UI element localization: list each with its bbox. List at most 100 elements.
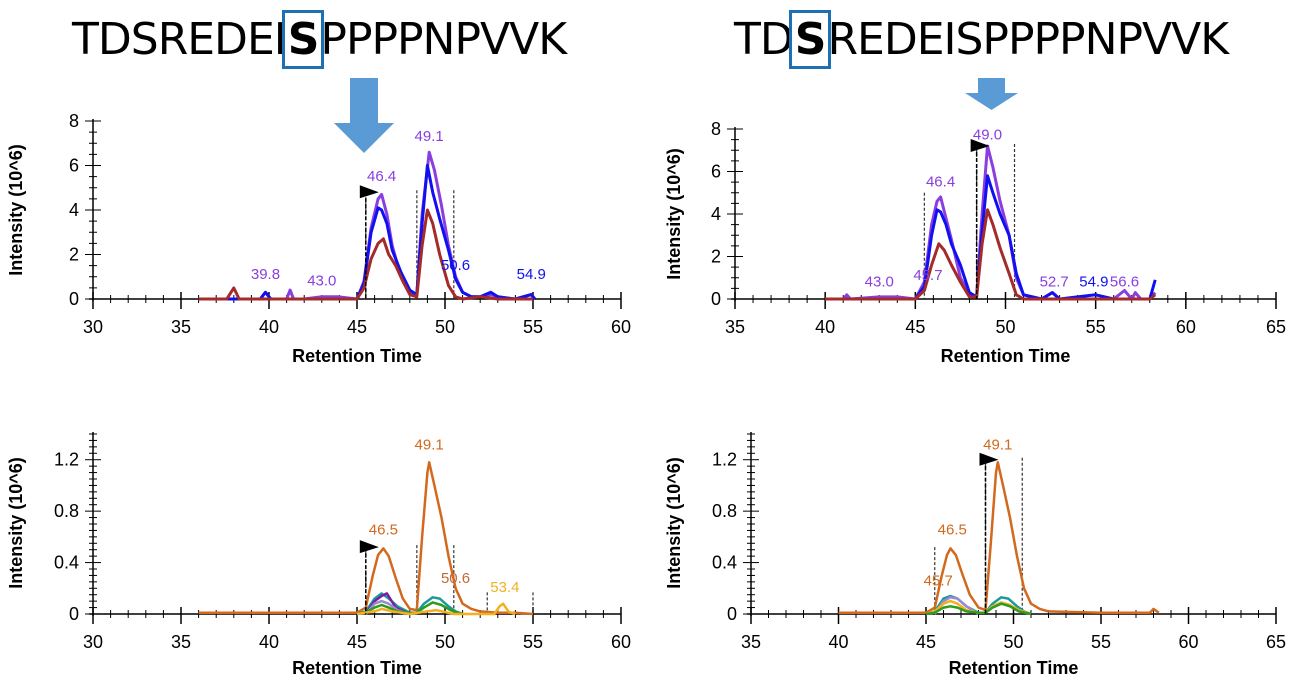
peak-label: 46.4 <box>926 173 955 190</box>
x-tick-label: 50 <box>995 317 1015 337</box>
y-tick-label: 1.2 <box>712 450 737 470</box>
x-tick-label: 65 <box>1266 632 1286 652</box>
y-axis-title: Intensity (10^6) <box>6 457 26 589</box>
x-tick-label: 60 <box>611 632 631 652</box>
down-arrow-icon-left <box>334 78 394 153</box>
x-tick-label: 45 <box>916 632 936 652</box>
x-tick-label: 45 <box>905 317 925 337</box>
x-tick-label: 60 <box>1176 317 1196 337</box>
y-axis-title: Intensity (10^6) <box>664 148 684 280</box>
x-tick-label: 60 <box>611 317 631 337</box>
y-tick-label: 0 <box>727 604 737 624</box>
sequence-suffix: REDEISPPPPNPVVK <box>827 14 1229 65</box>
y-tick-label: 8 <box>69 111 79 131</box>
peak-label: 43.0 <box>865 273 894 290</box>
y-tick-label: 2 <box>69 245 79 265</box>
chart-bottom-left: 30 35 40 45 50 55 60 0 0.4 0.8 1.2 Retention Time In… <box>6 432 631 678</box>
peak-label: 53.4 <box>490 579 519 596</box>
peak-label: 49.1 <box>983 436 1012 453</box>
peak-marker-flag-icon <box>979 452 999 466</box>
y-tick-label: 4 <box>69 200 79 220</box>
peak-label: 46.4 <box>367 168 396 185</box>
x-tick-label: 55 <box>523 632 543 652</box>
x-tick-label: 40 <box>259 632 279 652</box>
down-arrow-icon-right <box>965 78 1018 110</box>
x-axis-title: Retention Time <box>949 658 1079 678</box>
peak-label: 50.6 <box>441 570 470 587</box>
chart-bottom-right: 35 40 45 50 55 60 65 0 0.4 0.8 1.2 Retention Time In… <box>664 432 1286 678</box>
peak-marker-flag-icon <box>970 139 990 152</box>
x-tick-label: 55 <box>523 317 543 337</box>
x-tick-label: 35 <box>741 632 761 652</box>
peak-label: 45.7 <box>913 267 942 284</box>
series-line-gold <box>356 602 516 616</box>
highlighted-residue: S <box>788 10 832 69</box>
y-tick-label: 0.8 <box>54 501 79 521</box>
peak-label: 46.5 <box>369 521 398 538</box>
chart-top-right: 35 40 45 50 55 60 65 0 2 4 6 8 Retention Time Intensi… <box>664 119 1286 366</box>
sequence-prefix: TD <box>734 14 794 65</box>
y-tick-label: 8 <box>711 119 721 139</box>
peak-marker-flag-icon <box>359 185 379 199</box>
peak-label: 50.6 <box>441 257 470 274</box>
x-axis-title: Retention Time <box>292 658 422 678</box>
series-line-green <box>356 601 463 616</box>
y-tick-label: 0.4 <box>54 553 79 573</box>
y-tick-label: 0 <box>69 604 79 624</box>
peak-label: 46.5 <box>938 521 967 538</box>
peak-label: 49.1 <box>415 128 444 145</box>
peak-label: 49.1 <box>415 436 444 453</box>
chart-top-left: 30 35 40 45 50 55 60 0 2 4 6 8 Retention Time Intensi… <box>6 111 631 366</box>
y-tick-label: 6 <box>711 162 721 182</box>
x-tick-label: 45 <box>347 317 367 337</box>
x-axis-title: Retention Time <box>292 346 422 366</box>
series-line-lavender <box>933 596 980 616</box>
highlighted-residue: S <box>281 10 325 69</box>
peak-label: 45.7 <box>924 573 953 590</box>
x-axis-title: Retention Time <box>941 346 1071 366</box>
x-tick-label: 45 <box>347 632 367 652</box>
x-tick-label: 35 <box>171 317 191 337</box>
y-axis-title: Intensity (10^6) <box>6 144 26 276</box>
y-tick-label: 0.8 <box>712 501 737 521</box>
x-tick-label: 35 <box>171 632 191 652</box>
x-tick-label: 30 <box>83 317 103 337</box>
peak-label: 39.8 <box>251 266 280 283</box>
x-tick-label: 35 <box>725 317 745 337</box>
series-line-violet <box>364 592 411 616</box>
peak-label: 54.9 <box>1079 273 1108 290</box>
x-tick-label: 60 <box>1178 632 1198 652</box>
x-tick-label: 50 <box>1003 632 1023 652</box>
y-tick-label: 4 <box>711 204 721 224</box>
peptide-sequence-right: TDSREDEISPPPPNPVVK <box>734 10 1229 69</box>
x-tick-label: 40 <box>828 632 848 652</box>
series-line-orange <box>838 461 1160 614</box>
peak-marker-flag-icon <box>359 540 379 554</box>
series-line-darkred <box>198 208 533 301</box>
y-axis-title: Intensity (10^6) <box>664 457 684 589</box>
y-tick-label: 0.4 <box>712 553 737 573</box>
x-tick-label: 55 <box>1091 632 1111 652</box>
series-line-green <box>925 602 1032 616</box>
x-tick-label: 65 <box>1266 317 1286 337</box>
peak-label: 43.0 <box>307 273 336 290</box>
x-tick-label: 50 <box>435 632 455 652</box>
y-tick-label: 6 <box>69 156 79 176</box>
series-line-orange <box>198 461 534 616</box>
y-tick-label: 0 <box>711 289 721 309</box>
x-tick-label: 40 <box>815 317 835 337</box>
y-tick-label: 1.2 <box>54 450 79 470</box>
x-tick-label: 30 <box>83 632 103 652</box>
peak-label: 52.7 <box>1040 273 1069 290</box>
x-tick-label: 55 <box>1086 317 1106 337</box>
peak-label: 49.0 <box>973 127 1002 144</box>
x-tick-label: 50 <box>435 317 455 337</box>
sequence-prefix: TDSREDEI <box>72 14 287 65</box>
peptide-sequence-left: TDSREDEISPPPPNPVVK <box>72 10 567 69</box>
series-line-darkred <box>825 208 1157 301</box>
x-tick-label: 40 <box>259 317 279 337</box>
y-tick-label: 0 <box>69 289 79 309</box>
sequence-suffix: PPPPNPVVK <box>320 14 567 65</box>
peak-label: 56.6 <box>1110 273 1139 290</box>
